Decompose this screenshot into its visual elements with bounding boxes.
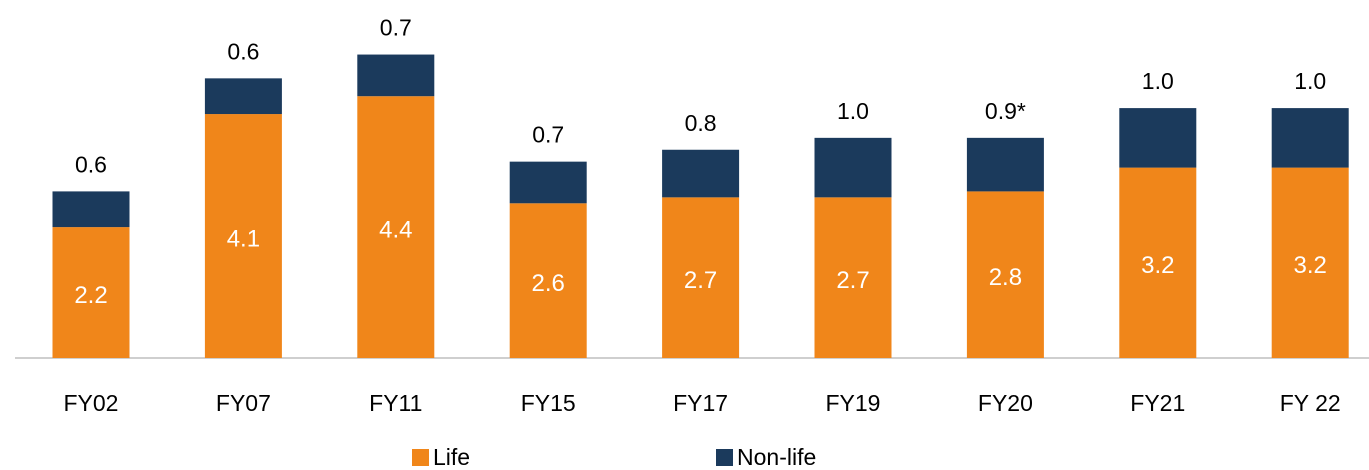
legend-swatch [412, 449, 429, 466]
bar-segment [509, 203, 587, 358]
x-tick-label: FY07 [216, 390, 271, 416]
data-label: 2.2 [74, 282, 107, 309]
data-label: 0.7 [532, 122, 564, 148]
bar-segment [662, 197, 740, 358]
data-label: 3.2 [1141, 252, 1174, 279]
data-label: 1.0 [1142, 68, 1174, 94]
data-label: 0.8 [685, 110, 717, 136]
data-label: 4.1 [227, 225, 260, 252]
data-label: 0.6 [75, 151, 107, 177]
bar-segment [1119, 108, 1197, 168]
bar-segment [1271, 108, 1349, 168]
legend-label: Non-life [737, 444, 816, 470]
x-tick-label: FY11 [369, 390, 422, 416]
data-label: 2.6 [532, 270, 565, 297]
data-label: 4.4 [379, 216, 412, 243]
bar-segment [814, 197, 892, 358]
x-tick-label: FY15 [521, 390, 576, 416]
data-label: 2.8 [989, 264, 1022, 291]
bar-segment [509, 161, 587, 204]
x-tick-label: FY19 [826, 390, 881, 416]
bar-segment [357, 54, 435, 97]
bar-segment [357, 96, 435, 358]
data-label: 2.7 [684, 267, 717, 294]
bar-segment [966, 191, 1044, 358]
x-tick-label: FY02 [64, 390, 119, 416]
x-tick-label: FY 22 [1280, 390, 1341, 416]
x-tick-label: FY21 [1130, 390, 1185, 416]
data-label: 2.7 [836, 267, 869, 294]
bar-segment [52, 227, 130, 358]
legend-swatch [716, 449, 733, 466]
data-label: 3.2 [1294, 252, 1327, 279]
data-label: 1.0 [1294, 68, 1326, 94]
x-tick-label: FY20 [978, 390, 1033, 416]
bar-segment [204, 78, 282, 115]
bar-segment [1271, 167, 1349, 358]
bar-segment [814, 137, 892, 198]
data-label: 0.6 [227, 38, 259, 64]
data-label: 1.0 [837, 98, 869, 124]
legend-label: Life [433, 444, 470, 470]
bar-segment [662, 149, 740, 198]
bar-segment [966, 137, 1044, 192]
bar-segment [1119, 167, 1197, 358]
data-label: 0.7 [380, 15, 412, 41]
bar-segment [52, 191, 130, 228]
data-label: 0.9* [985, 98, 1026, 124]
x-tick-label: FY17 [673, 390, 728, 416]
bar-segment [204, 114, 282, 358]
